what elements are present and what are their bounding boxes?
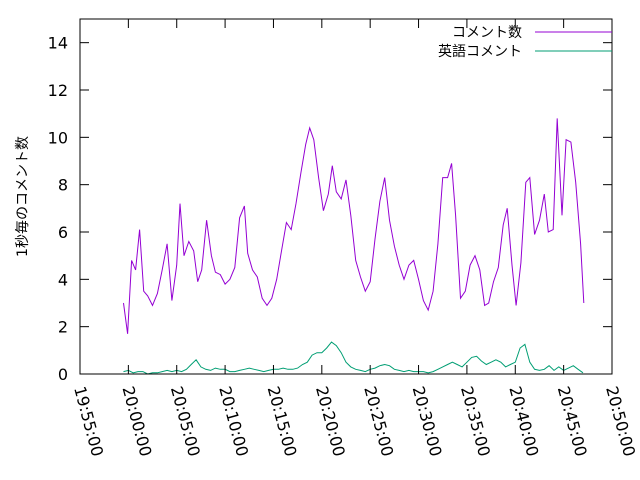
y-axis-title: 1秒毎のコメント数 bbox=[15, 136, 31, 257]
y-tick-label: 2 bbox=[58, 318, 68, 337]
y-tick-label: 10 bbox=[48, 128, 68, 147]
y-tick-label: 14 bbox=[48, 34, 68, 53]
series-line-1 bbox=[123, 118, 585, 334]
y-tick-label: 0 bbox=[58, 365, 68, 384]
series-layer bbox=[123, 118, 585, 375]
y-tick-label: 6 bbox=[58, 223, 68, 242]
plot-frame bbox=[79, 18, 613, 375]
legend-label-1: コメント数 bbox=[452, 25, 522, 41]
y-tick-label: 4 bbox=[58, 270, 68, 289]
series-line-2 bbox=[123, 341, 584, 375]
legend-label-2: 英語コメント bbox=[438, 43, 522, 60]
y-tick-label: 12 bbox=[48, 81, 68, 100]
y-tick-label: 8 bbox=[58, 176, 68, 195]
